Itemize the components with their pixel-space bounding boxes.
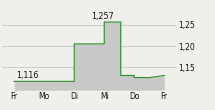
Text: 1,116: 1,116 (16, 71, 38, 80)
Text: 1,257: 1,257 (91, 12, 114, 21)
